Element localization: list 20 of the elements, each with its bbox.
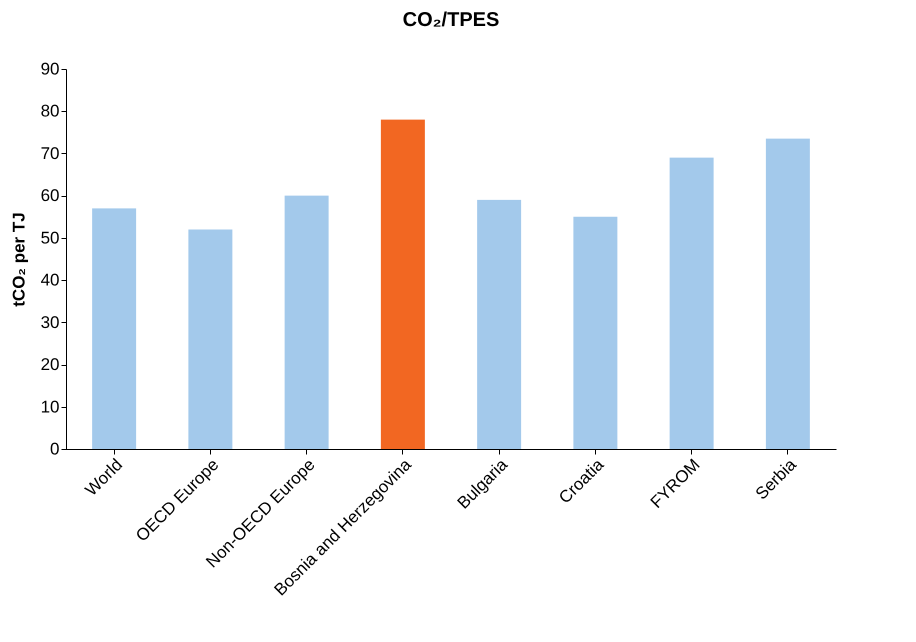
y-tick-label: 40 — [40, 270, 60, 290]
bar — [477, 200, 522, 449]
bar — [92, 208, 136, 449]
y-tick-label: 50 — [40, 228, 60, 248]
y-tick-label: 70 — [40, 144, 60, 163]
y-tick-label: 20 — [40, 355, 60, 374]
bar — [284, 196, 329, 449]
y-tick-label: 80 — [40, 102, 60, 121]
bar — [573, 216, 618, 449]
chart-title: CO₂/TPES — [402, 9, 500, 31]
y-tick-label: 30 — [40, 312, 60, 332]
y-tick-label: 60 — [40, 186, 60, 206]
bar — [766, 138, 810, 449]
bar — [670, 158, 714, 449]
y-axis-title: tCO₂ per TJ — [10, 212, 29, 307]
y-tick-label: 90 — [40, 60, 60, 78]
bar — [188, 229, 232, 449]
y-tick-label: 10 — [40, 397, 60, 416]
y-tick-label: 0 — [50, 440, 60, 458]
bar — [380, 120, 425, 449]
